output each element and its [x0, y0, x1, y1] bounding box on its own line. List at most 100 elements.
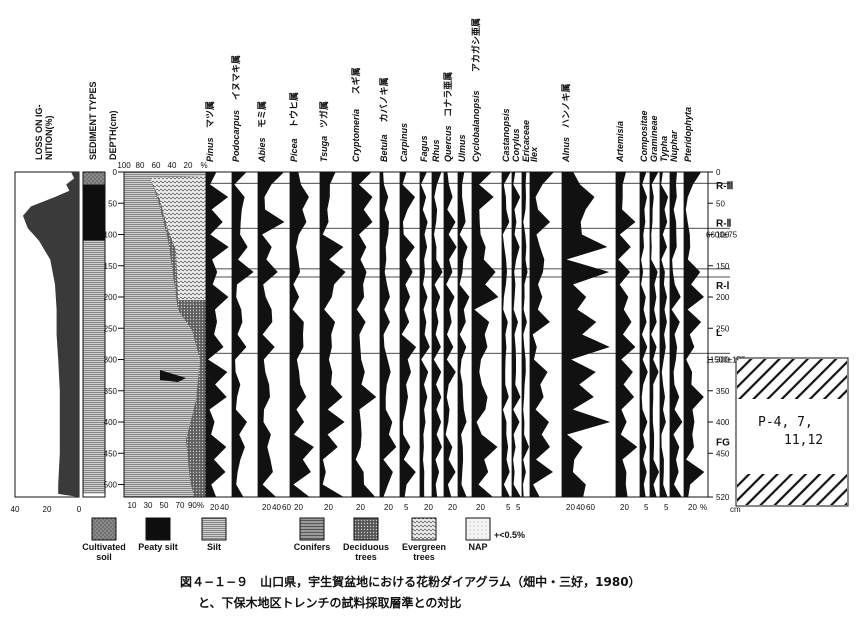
svg-text:ツガ属: ツガ属: [318, 101, 329, 128]
taxon-scale-tick: 20: [294, 503, 303, 512]
taxon-scale-tick: 60: [586, 503, 595, 512]
svg-text:Compositae: Compositae: [639, 110, 649, 162]
taxon-scale-tick: 20: [356, 503, 365, 512]
caption-line-2: と、下保木地区トレンチの試料採取層準との対比: [198, 595, 461, 610]
legend-swatch-cultivated: [91, 517, 117, 541]
loi-tick-20: 20: [43, 505, 52, 514]
taxon-label-pinus: Pinus マツ属: [204, 101, 215, 162]
taxon-label-cryptomeria: Cryptomeria スギ属: [350, 67, 361, 162]
depth-tick-label: 250: [104, 324, 118, 333]
svg-text:モミ属: モミ属: [256, 101, 267, 128]
depth-tick-label: 350: [104, 387, 118, 396]
summary-nap-band: [150, 176, 206, 310]
summary-black-streak: [160, 370, 186, 382]
sediment-label: SEDIMENT TYPES: [88, 81, 98, 160]
depth-tick-label: 450: [104, 449, 118, 458]
taxon-scale-tick: 20: [324, 503, 333, 512]
taxon-label-ilex: Ilex: [529, 146, 539, 162]
svg-text:Fagus: Fagus: [419, 135, 429, 162]
legend-swatch-evergreen: [411, 517, 437, 541]
taxon-curve-ulmus: [458, 172, 470, 497]
taxon-label-podocarpus: Podocarpus イヌマキ属: [230, 55, 241, 162]
svg-text:Cyclobalanopsis: Cyclobalanopsis: [471, 90, 481, 162]
taxon-label-tsuga: Tsuga ツガ属: [318, 101, 329, 162]
right-unit-cm: cm: [730, 505, 741, 514]
right-tick-label: 400: [716, 418, 730, 427]
svg-text:Betula: Betula: [379, 134, 389, 162]
zone-label: FG: [716, 437, 730, 448]
svg-text:Carpinus: Carpinus: [399, 123, 409, 162]
legend-label-nap: NAP: [468, 542, 487, 552]
taxon-curve-compositae: [640, 172, 648, 497]
taxon-scale-tick: 5: [644, 503, 649, 512]
taxon-curve-gramineae: [650, 172, 659, 497]
taxon-curve-rhus: [432, 172, 443, 497]
taxon-scale-tick: 20: [262, 503, 271, 512]
taxon-curve-typha: [660, 172, 669, 497]
legend-label-silt: Silt: [207, 542, 221, 552]
summary-bottom-tick: 30: [144, 501, 153, 510]
taxon-label-quercus: Quercus コナラ亜属: [442, 72, 453, 162]
taxon-label-corylus: Corylus: [511, 128, 521, 162]
svg-text:イヌマキ属: イヌマキ属: [230, 55, 241, 100]
right-tick-label: 200: [716, 293, 730, 302]
right-tick-label: 50: [716, 199, 725, 208]
legend-label-evergreen: Evergreen: [402, 542, 446, 552]
svg-text:ハンノキ属: ハンノキ属: [560, 83, 571, 128]
taxa-scales: 20 40 20 40 60 20 20 20 20 5 20 20 20 5 5 20 40 60 20 5 5 20: [210, 503, 697, 512]
taxon-scale-tick: 5: [506, 503, 511, 512]
taxon-label-ulmus: Ulmus: [457, 134, 467, 162]
right-scale: 0 50 100 150 200 250 300 350 400 450 520 R-Ⅲ R-Ⅱ R-Ⅰ…: [700, 168, 746, 514]
taxon-curve-quercus: [444, 172, 457, 497]
svg-text:コナラ亜属: コナラ亜属: [442, 72, 453, 117]
taxon-scale-tick: 60: [282, 503, 291, 512]
zone-labels: R-Ⅲ R-Ⅱ R-Ⅰ L FG: [716, 181, 734, 448]
taxon-curve-artemisia: [616, 172, 638, 497]
svg-text:Ulmus: Ulmus: [457, 134, 467, 162]
trench-box: P-4, 7, 11,12: [735, 357, 849, 507]
depth-tick-label: 50: [108, 199, 117, 208]
legend-label-cultivated: soil: [96, 552, 112, 562]
caption-line-1: 図４−１−９ 山口県，宇生賀盆地における花粉ダイアグラム（畑中・三好，1980）: [180, 574, 641, 589]
svg-text:Ilex: Ilex: [529, 146, 539, 162]
svg-text:Typha: Typha: [659, 136, 669, 162]
svg-text:Cryptomeria: Cryptomeria: [351, 109, 361, 162]
zone-label: R-Ⅰ: [716, 281, 730, 292]
taxon-scale-tick: 20: [476, 503, 485, 512]
summary-deciduous-band: [150, 178, 206, 497]
svg-text:Tsuga: Tsuga: [319, 136, 329, 162]
svg-text:Abies: Abies: [257, 137, 267, 163]
taxa-block: Pinus マツ属 Podocarpus イヌマキ属 Abies モミ属 Picea トウヒ属…: [204, 18, 730, 512]
taxa-curves: [205, 172, 705, 497]
svg-text:Podocarpus: Podocarpus: [231, 110, 241, 162]
right-tick-label: 100: [716, 231, 730, 240]
taxon-curve-betula: [380, 172, 397, 497]
right-depth-ticks: 0 50 100 150 200 250 300 350 400 450 520: [708, 168, 730, 502]
right-tick-label: 350: [716, 387, 730, 396]
depth-tick-label: 100: [104, 231, 118, 240]
taxon-scale-tick: 20: [688, 503, 697, 512]
sediment-peaty: [83, 184, 105, 241]
taxon-scale-tick: 20: [384, 503, 393, 512]
right-tick-label: 150: [716, 262, 730, 271]
right-tick-label: 250: [716, 324, 730, 333]
taxon-curve-cryptomeria: [352, 172, 377, 497]
svg-text:スギ属: スギ属: [350, 67, 361, 94]
taxon-scale-tick: 5: [404, 503, 409, 512]
taxon-curve-ericaceae: [522, 172, 529, 497]
taxon-label-gramineae: Gramineae: [649, 115, 659, 162]
depth-tick-label: 0: [113, 168, 118, 177]
svg-text:Castanopsis: Castanopsis: [501, 108, 511, 162]
svg-text:Quercus: Quercus: [443, 125, 453, 162]
svg-text:Corylus: Corylus: [511, 128, 521, 162]
right-tick-label: 520: [716, 493, 730, 502]
taxon-curve-tsuga: [320, 172, 346, 497]
summary-bottom-tick: 50: [160, 501, 169, 510]
sediment-cultivated: [83, 172, 105, 185]
svg-text:Picea: Picea: [289, 138, 299, 162]
taxon-label-alnus: Alnus ハンノキ属: [560, 83, 571, 163]
sediment-silt: [83, 240, 105, 494]
legend-swatch-deciduous: [353, 517, 379, 541]
legend-label-deciduous: trees: [355, 552, 377, 562]
